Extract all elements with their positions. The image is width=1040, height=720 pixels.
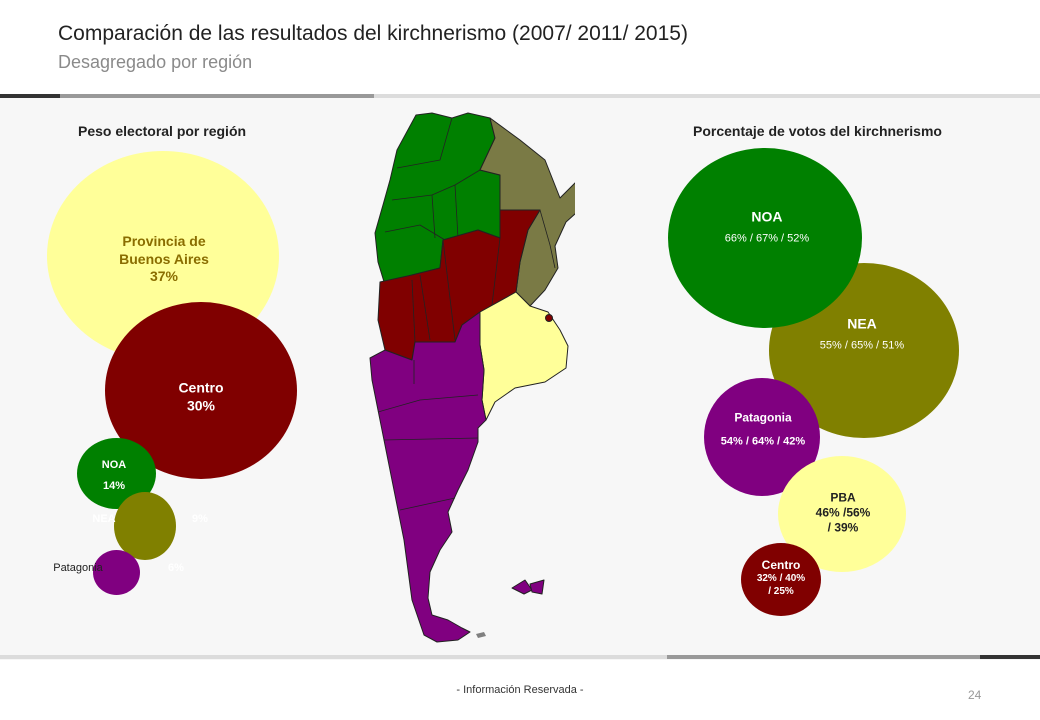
map-region-patagonia xyxy=(369,311,487,643)
label-pba-votes: PBA 46% /56% / 39% xyxy=(816,491,871,536)
left-section-title: Peso electoral por región xyxy=(78,123,247,139)
label-noa-weight: NOA 14% xyxy=(102,455,126,497)
label-pba-votes-values-2: / 39% xyxy=(827,520,859,535)
header-rule-pale xyxy=(374,94,1040,98)
label-pba-value: 37% xyxy=(149,267,179,284)
map-region-pba xyxy=(479,291,569,421)
argentina-map xyxy=(369,112,575,643)
page-subtitle: Desagregado por región xyxy=(58,52,253,72)
footer-confidential: - Información Reservada - xyxy=(456,684,584,696)
label-patagonia-votes-values: 54% / 64% / 42% xyxy=(720,435,806,448)
label-centro-votes-values-1: 32% / 40% xyxy=(756,573,806,584)
label-noa-votes-name: NOA xyxy=(751,208,783,225)
label-centro-value: 30% xyxy=(186,397,216,413)
label-nea-votes-values: 55% / 65% / 51% xyxy=(819,338,905,351)
label-noa-name: NOA xyxy=(101,459,127,472)
label-noa-votes-values: 66% / 67% / 52% xyxy=(724,231,810,244)
map-malvinas xyxy=(511,579,533,595)
footer-band xyxy=(0,660,1040,720)
page-number: 24 xyxy=(968,688,982,702)
label-nea-votes-name: NEA xyxy=(847,315,877,332)
bubble-nea-weight xyxy=(114,492,176,560)
label-noa-votes: NOA 66% / 67% / 52% xyxy=(725,208,809,245)
label-pba-votes-values-1: 46% /56% xyxy=(815,505,871,520)
label-patagonia-votes-name: Patagonia xyxy=(734,410,792,425)
bubble-centro-votes xyxy=(741,543,821,616)
label-centro-votes: Centro 32% / 40% / 25% xyxy=(757,558,805,598)
label-noa-value: 14% xyxy=(102,480,126,492)
label-patagonia-value: 6% xyxy=(168,562,184,575)
label-centro-votes-name: Centro xyxy=(761,558,801,572)
bubble-noa-votes xyxy=(668,148,862,328)
label-pba-votes-name: PBA xyxy=(830,490,856,505)
label-centro-votes-values-2: / 25% xyxy=(768,585,794,597)
label-nea-value: 9% xyxy=(192,513,208,526)
map-malvinas-east xyxy=(529,579,545,595)
label-centro-name: Centro xyxy=(178,379,224,396)
label-nea-votes: NEA 55% / 65% / 51% xyxy=(820,315,904,352)
header-band xyxy=(0,0,1040,96)
label-patagonia-name: Patagonia xyxy=(53,562,103,575)
map-region-nea xyxy=(479,117,575,307)
label-pba-name: Provincia de xyxy=(122,232,206,249)
map-island-south xyxy=(476,632,486,638)
label-patagonia-votes: Patagonia 54% / 64% / 42% xyxy=(721,411,805,450)
bubble-patagonia-weight xyxy=(93,550,140,595)
right-section-title: Porcentaje de votos del kirchnerismo xyxy=(693,123,942,139)
header-rule-light xyxy=(60,94,374,98)
label-centro-weight: Centro 30% xyxy=(178,380,223,415)
label-nea-name: NEA xyxy=(92,513,116,526)
footer-rule-light xyxy=(667,655,980,659)
footer-rule-dark xyxy=(980,655,1040,659)
label-pba-name2: Buenos Aires xyxy=(119,250,209,267)
map-caba-dot xyxy=(545,314,553,322)
footer-rule-pale xyxy=(0,655,667,659)
label-pba-weight: Provincia de Buenos Aires 37% xyxy=(119,233,209,286)
header-rule-dark xyxy=(0,94,60,98)
page-title: Comparación de las resultados del kirchn… xyxy=(58,22,688,45)
